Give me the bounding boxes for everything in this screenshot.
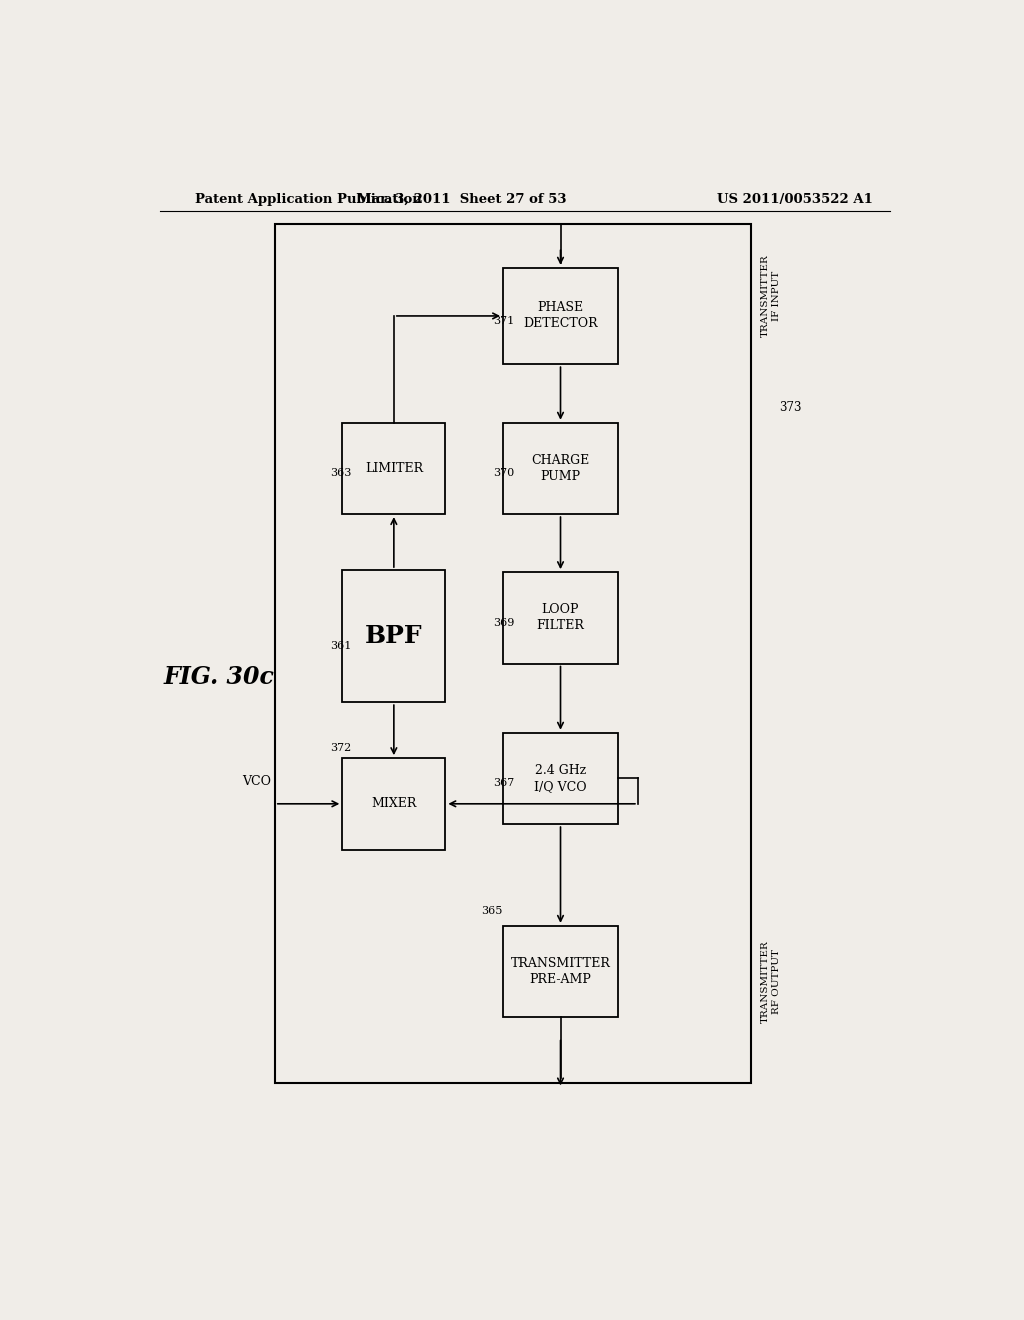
Text: 370: 370 xyxy=(494,469,514,478)
Text: CHARGE
PUMP: CHARGE PUMP xyxy=(531,454,590,483)
Text: 363: 363 xyxy=(331,469,351,478)
Bar xyxy=(503,733,618,824)
Text: 369: 369 xyxy=(494,618,514,628)
Bar xyxy=(342,570,445,702)
Bar xyxy=(342,758,445,850)
Text: BPF: BPF xyxy=(365,624,423,648)
Text: 373: 373 xyxy=(779,401,802,414)
Bar xyxy=(503,572,618,664)
Bar xyxy=(274,224,751,1084)
Text: 365: 365 xyxy=(481,906,503,916)
Text: LIMITER: LIMITER xyxy=(365,462,423,475)
Text: TRANSMITTER
RF OUTPUT: TRANSMITTER RF OUTPUT xyxy=(761,940,780,1023)
Bar xyxy=(503,268,618,364)
Text: Mar. 3, 2011  Sheet 27 of 53: Mar. 3, 2011 Sheet 27 of 53 xyxy=(356,193,566,206)
Text: FIG. 30c: FIG. 30c xyxy=(164,665,274,689)
Text: 372: 372 xyxy=(331,743,351,752)
Bar xyxy=(503,925,618,1018)
Text: TRANSMITTER
IF INPUT: TRANSMITTER IF INPUT xyxy=(761,255,780,337)
Text: 371: 371 xyxy=(494,315,514,326)
Text: 2.4 GHz
I/Q VCO: 2.4 GHz I/Q VCO xyxy=(535,764,587,793)
Text: 361: 361 xyxy=(331,642,351,651)
Text: TRANSMITTER
PRE-AMP: TRANSMITTER PRE-AMP xyxy=(511,957,610,986)
Bar xyxy=(342,422,445,515)
Text: US 2011/0053522 A1: US 2011/0053522 A1 xyxy=(717,193,872,206)
Text: VCO: VCO xyxy=(242,775,270,788)
Text: 367: 367 xyxy=(494,779,514,788)
Text: PHASE
DETECTOR: PHASE DETECTOR xyxy=(523,301,598,330)
Text: Patent Application Publication: Patent Application Publication xyxy=(196,193,422,206)
Text: MIXER: MIXER xyxy=(371,797,417,810)
Text: LOOP
FILTER: LOOP FILTER xyxy=(537,603,585,632)
Bar xyxy=(503,422,618,515)
